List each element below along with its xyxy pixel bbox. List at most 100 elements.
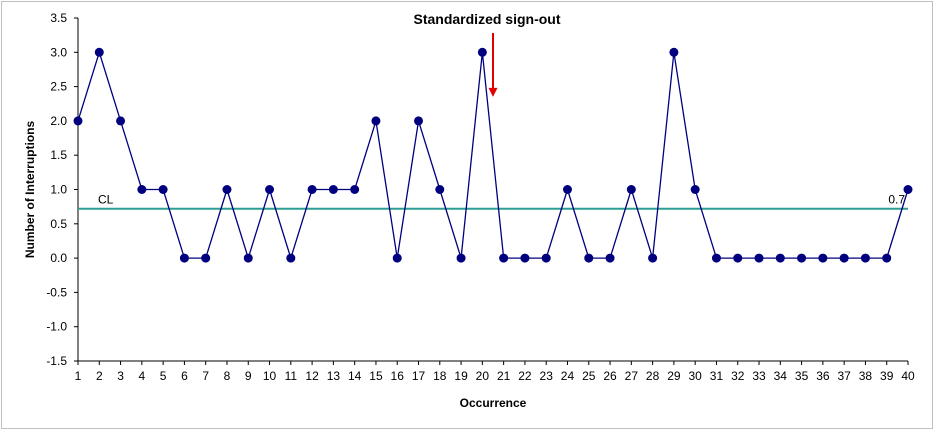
x-tick-label: 29 <box>667 369 681 383</box>
data-point <box>690 185 700 194</box>
y-tick-label: 1.5 <box>50 148 67 162</box>
data-point <box>94 47 104 57</box>
x-tick-label: 18 <box>433 369 447 383</box>
x-tick-label: 2 <box>96 369 103 383</box>
data-point <box>116 116 126 126</box>
x-tick-label: 21 <box>497 369 511 383</box>
x-tick-label: 8 <box>224 369 231 383</box>
data-point <box>711 253 721 263</box>
y-tick-label: 2.5 <box>50 80 67 94</box>
x-tick-labels: 1 2 3 4 5 6 7 8 9 10 11 12 13 14 15 16 17 18 19 20 21 22 23 24 2… <box>75 361 915 383</box>
data-point <box>775 253 785 263</box>
y-tick-label: 2.0 <box>50 114 67 128</box>
data-points <box>73 47 913 263</box>
data-point <box>754 253 764 263</box>
x-tick-label: 13 <box>327 369 341 383</box>
x-axis-title: Occurrence <box>460 396 527 410</box>
data-point <box>882 253 892 263</box>
y-tick-label: 3.0 <box>50 45 67 59</box>
data-point <box>520 253 530 263</box>
x-tick-label: 20 <box>476 369 490 383</box>
data-point <box>541 253 551 263</box>
x-tick-label: 10 <box>263 369 277 383</box>
x-tick-label: 34 <box>774 369 788 383</box>
y-tick-labels: 3.5 3.0 2.5 2.0 1.5 1.0 0.5 0.0 -0.5 -1.0 -1.5 <box>46 11 78 368</box>
data-point <box>307 185 317 194</box>
center-line-label: CL <box>98 193 114 207</box>
x-tick-label: 15 <box>369 369 383 383</box>
y-tick-label: -1.5 <box>46 354 67 368</box>
x-tick-label: 11 <box>285 369 298 383</box>
x-tick-label: 27 <box>625 369 639 383</box>
x-tick-label: 31 <box>710 369 724 383</box>
data-point <box>73 116 83 126</box>
x-tick-label: 7 <box>202 369 209 383</box>
x-tick-label: 30 <box>688 369 702 383</box>
x-tick-label: 16 <box>391 369 405 383</box>
data-point <box>286 253 296 263</box>
data-point <box>584 253 594 263</box>
x-tick-label: 1 <box>75 369 82 383</box>
data-point <box>179 253 189 263</box>
x-tick-label: 3 <box>117 369 124 383</box>
data-point <box>648 253 658 263</box>
x-tick-label: 26 <box>603 369 617 383</box>
x-tick-label: 38 <box>859 369 873 383</box>
y-tick-label: -0.5 <box>46 285 67 299</box>
data-point <box>222 185 232 194</box>
data-point <box>669 47 679 57</box>
y-tick-label: 0.5 <box>50 217 67 231</box>
data-point <box>499 253 509 263</box>
annotation-arrow <box>488 33 498 97</box>
center-line-value: 0.7 <box>888 193 905 207</box>
x-tick-label: 24 <box>561 369 575 383</box>
x-tick-label: 14 <box>348 369 362 383</box>
data-point <box>605 253 615 263</box>
y-axis-title: Number of Interruptions <box>23 121 37 259</box>
x-tick-label: 35 <box>795 369 809 383</box>
x-tick-label: 5 <box>160 369 167 383</box>
data-point <box>903 185 913 194</box>
y-tick-label: -1.0 <box>46 320 67 334</box>
data-point <box>158 185 168 194</box>
data-point <box>818 253 828 263</box>
data-point <box>201 253 211 263</box>
data-point <box>839 253 849 263</box>
x-tick-label: 23 <box>540 369 554 383</box>
x-tick-label: 25 <box>582 369 596 383</box>
data-point <box>733 253 743 263</box>
data-point <box>137 185 147 194</box>
annotation-text: Standardized sign-out <box>414 11 561 27</box>
y-tick-label: 0.0 <box>50 251 67 265</box>
x-tick-label: 40 <box>901 369 915 383</box>
data-point <box>328 185 338 194</box>
data-point <box>626 185 636 194</box>
x-tick-label: 37 <box>837 369 851 383</box>
data-point <box>477 47 487 57</box>
x-tick-label: 19 <box>454 369 468 383</box>
data-point <box>392 253 402 263</box>
x-tick-label: 36 <box>816 369 830 383</box>
x-tick-label: 9 <box>245 369 252 383</box>
data-point <box>265 185 275 194</box>
x-tick-label: 17 <box>412 369 426 383</box>
data-point <box>456 253 466 263</box>
data-point <box>243 253 253 263</box>
x-tick-label: 39 <box>880 369 894 383</box>
x-tick-label: 32 <box>731 369 745 383</box>
data-point <box>860 253 870 263</box>
x-tick-label: 6 <box>181 369 188 383</box>
x-tick-label: 12 <box>305 369 319 383</box>
x-tick-label: 4 <box>139 369 146 383</box>
series-line <box>77 50 909 261</box>
data-point <box>371 116 381 126</box>
data-point <box>350 185 360 194</box>
x-tick-label: 33 <box>752 369 766 383</box>
y-tick-label: 1.0 <box>50 183 67 197</box>
arrow-head <box>488 87 498 97</box>
data-point <box>414 116 424 126</box>
y-tick-label: 3.5 <box>50 11 67 25</box>
x-tick-label: 28 <box>646 369 660 383</box>
